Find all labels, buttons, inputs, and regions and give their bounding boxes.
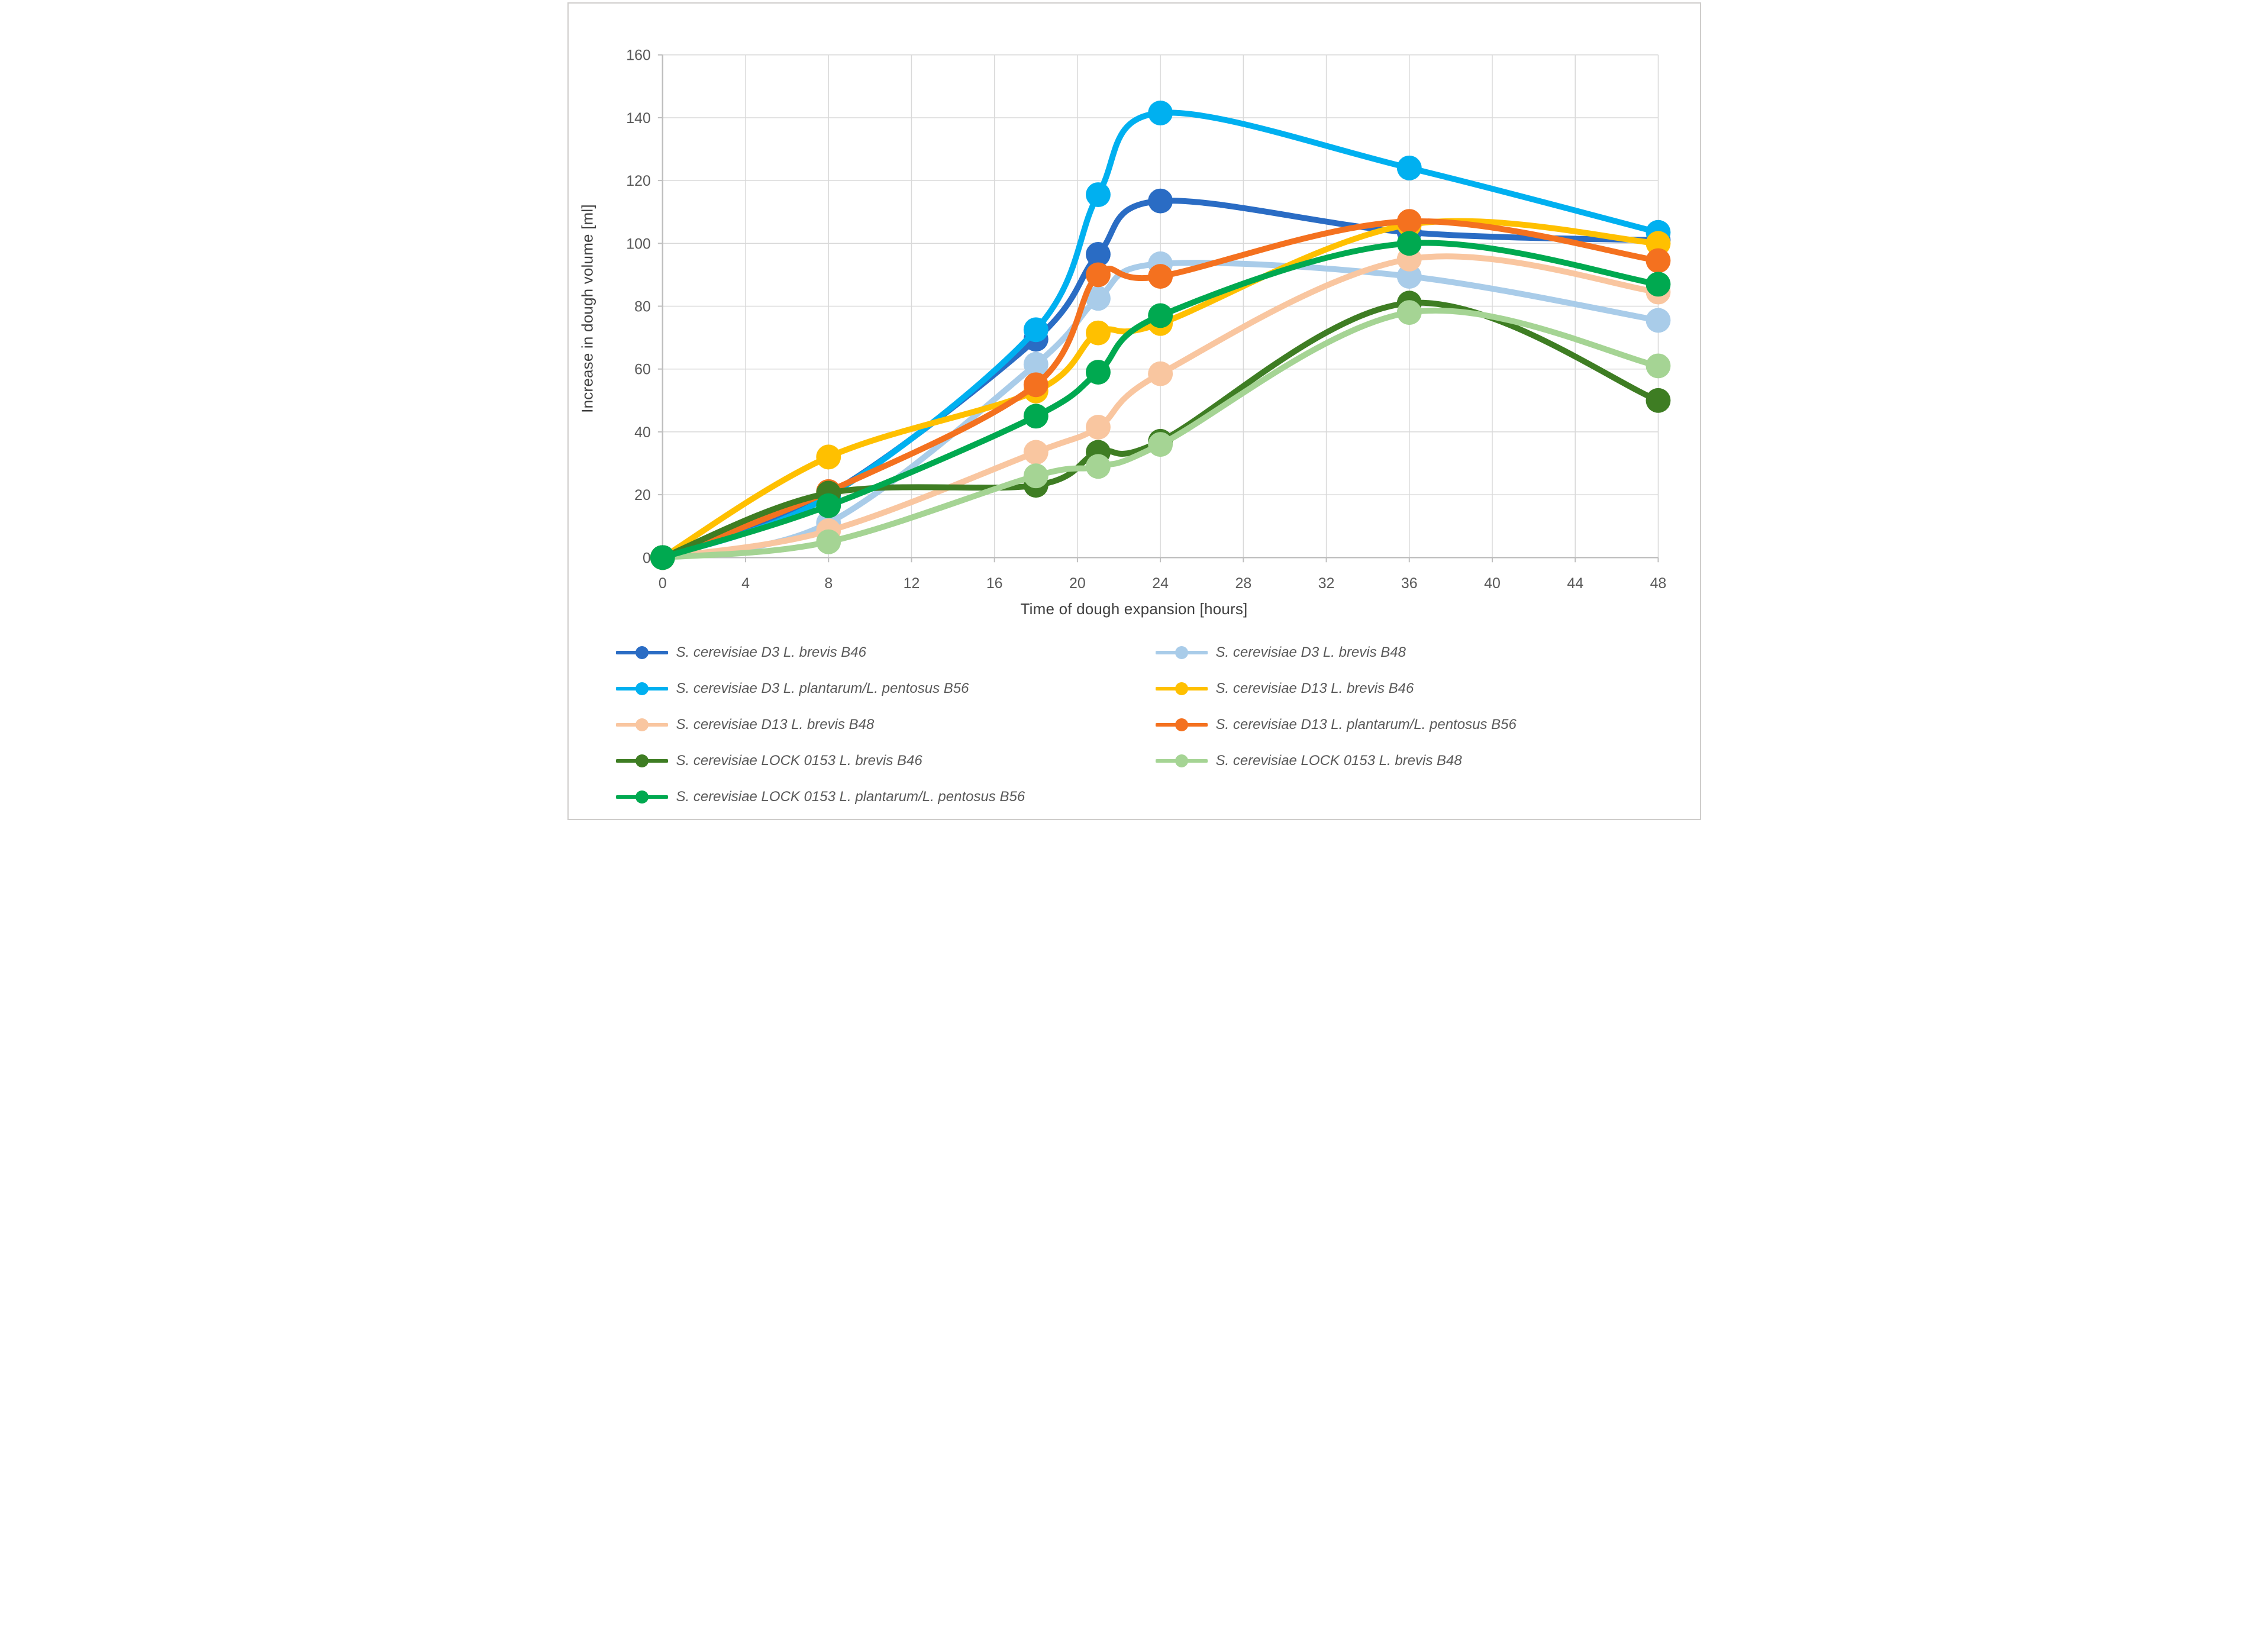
data-point-marker [1085,241,1111,267]
legend-label: S. cerevisiae LOCK 0153 L. brevis B46 [676,752,922,769]
y-tick-label: 0 [643,550,651,566]
legend-marker-icon [1155,718,1208,731]
y-tick-label: 140 [626,110,651,127]
y-tick-label: 60 [634,362,651,378]
x-tick-label: 44 [1567,575,1583,592]
data-point-marker [815,444,841,470]
legend-label: S. cerevisiae D3 L. plantarum/L. pentosu… [676,680,969,696]
x-tick-label: 0 [658,575,666,592]
legend-item: S. cerevisiae D13 L. brevis B48 [615,716,1156,733]
data-point-marker [1645,248,1670,273]
x-tick-label: 16 [986,575,1002,592]
data-point-marker [1023,351,1048,377]
legend-label: S. cerevisiae D13 L. brevis B46 [1215,680,1414,696]
legend-item: S. cerevisiae D13 L. plantarum/L. pentos… [1155,716,1682,733]
legend-marker-icon [615,790,668,804]
y-tick-label: 80 [634,298,651,315]
y-tick-label: 40 [634,424,651,441]
chart-legend: S. cerevisiae D3 L. brevis B46 S. cerevi… [615,634,1682,815]
x-tick-label: 32 [1318,575,1334,592]
data-point-marker [815,529,841,554]
data-point-marker [1023,372,1048,398]
legend-marker-icon [1155,646,1208,659]
data-point-marker [1645,308,1670,333]
legend-item: S. cerevisiae D3 L. brevis B46 [615,644,1156,661]
legend-item: S. cerevisiae D3 L. plantarum/L. pentosu… [615,680,1156,697]
data-point-marker [1396,231,1422,256]
data-point-marker [1645,231,1670,256]
legend-item: S. cerevisiae D13 L. brevis B46 [1155,680,1682,697]
data-point-marker [1085,182,1111,207]
data-point-marker [1147,264,1173,289]
y-tick-label: 20 [634,487,651,504]
data-point-marker [1085,360,1111,385]
legend-marker-icon [615,646,668,659]
data-point-marker [1645,353,1670,379]
data-point-marker [1023,463,1048,489]
legend-label: S. cerevisiae D3 L. brevis B48 [1215,644,1406,660]
data-point-marker [1396,155,1422,180]
legend-label: S. cerevisiae LOCK 0153 L. plantarum/L. … [676,788,1025,805]
data-point-marker [1085,454,1111,479]
data-point-marker [1085,414,1111,440]
data-point-marker [1085,320,1111,346]
x-tick-label: 8 [824,575,833,592]
legend-item: S. cerevisiae LOCK 0153 L. plantarum/L. … [615,788,1156,805]
x-tick-label: 40 [1484,575,1501,592]
legend-label: S. cerevisiae LOCK 0153 L. brevis B48 [1215,752,1462,769]
dough-volume-chart: 0 4 8 12 16 20 24 28 32 36 40 44 4802040608010012014… [626,47,1670,592]
data-point-marker [1396,264,1422,289]
legend-marker-icon [615,754,668,767]
x-axis-title: Time of dough expansion [hours] [1020,600,1248,618]
data-point-marker [1645,272,1670,297]
legend-item: S. cerevisiae LOCK 0153 L. brevis B48 [1155,752,1682,769]
legend-label: S. cerevisiae D13 L. brevis B48 [676,716,875,733]
legend-label: S. cerevisiae D13 L. plantarum/L. pentos… [1215,716,1517,733]
data-point-marker [1023,317,1048,343]
data-point-marker [1396,300,1422,325]
x-tick-label: 24 [1152,575,1169,592]
legend-marker-icon [1155,682,1208,695]
x-tick-label: 20 [1069,575,1086,592]
data-point-marker [1023,404,1048,429]
x-tick-label: 48 [1650,575,1666,592]
legend-label: S. cerevisiae D3 L. brevis B46 [676,644,866,660]
data-point-marker [1147,101,1173,125]
data-point-marker [1085,286,1111,311]
legend-marker-icon [1155,754,1208,767]
y-tick-label: 120 [626,173,651,189]
data-point-marker [815,493,841,518]
x-tick-label: 36 [1401,575,1417,592]
y-tick-label: 160 [626,47,651,64]
data-point-marker [1645,388,1670,413]
data-point-marker [1147,303,1173,328]
data-point-marker [1147,361,1173,386]
data-point-marker [1396,209,1422,234]
y-axis-title: Increase in dough volume [ml] [578,204,596,413]
data-point-marker [1147,188,1173,214]
x-tick-label: 12 [903,575,920,592]
data-point-marker [650,545,675,570]
data-point-marker [1085,262,1111,288]
legend-marker-icon [615,718,668,731]
legend-item: S. cerevisiae D3 L. brevis B48 [1155,644,1682,661]
y-tick-label: 100 [626,235,651,252]
x-tick-label: 4 [741,575,750,592]
data-point-marker [1023,440,1048,465]
x-tick-label: 28 [1235,575,1251,592]
legend-item: S. cerevisiae LOCK 0153 L. brevis B46 [615,752,1156,769]
legend-marker-icon [615,682,668,695]
dough-expansion-figure: 0 4 8 12 16 20 24 28 32 36 40 44 48 0 20 40 60 80 100 120 14… [567,2,1701,820]
data-point-marker [1147,432,1173,457]
